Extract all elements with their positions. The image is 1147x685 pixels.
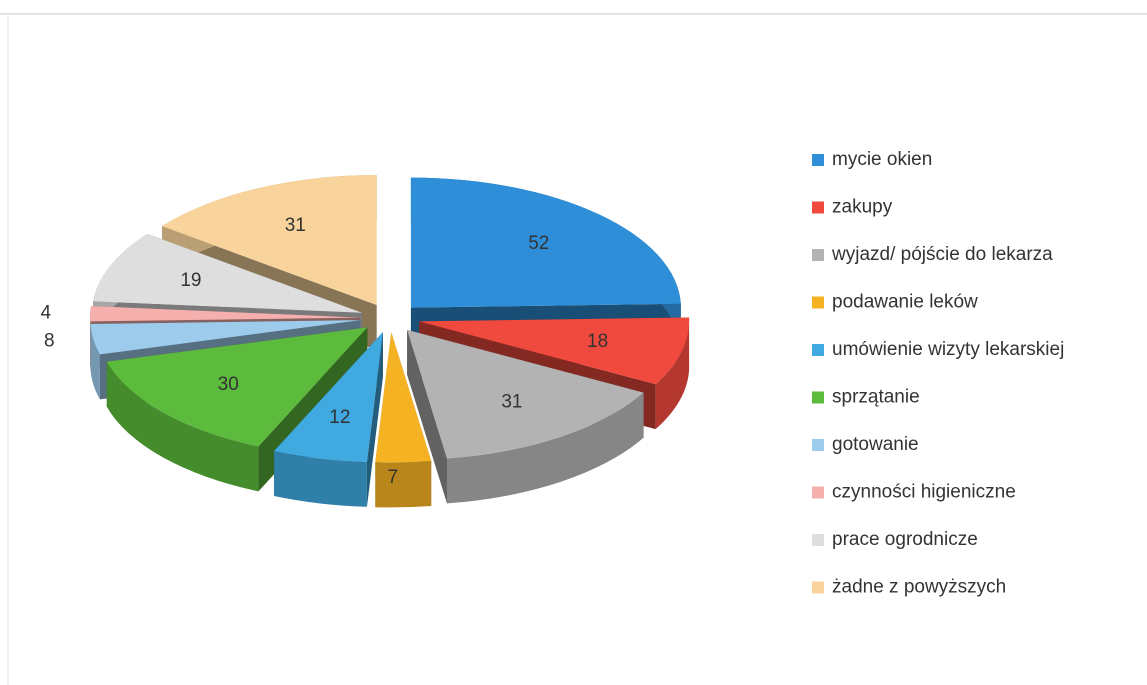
slice xyxy=(162,175,377,306)
data-label: 12 xyxy=(329,407,350,428)
legend-swatch xyxy=(812,391,824,404)
data-label: 19 xyxy=(180,270,201,291)
legend-swatch xyxy=(812,534,824,546)
legend-swatch xyxy=(812,486,824,499)
legend-swatch xyxy=(812,249,824,261)
data-label: 8 xyxy=(44,331,55,352)
slice-wall xyxy=(106,361,259,492)
legend-swatch xyxy=(812,439,824,451)
slice xyxy=(274,332,383,462)
slice xyxy=(410,177,681,308)
slice-side xyxy=(407,329,447,504)
legend-swatch xyxy=(812,344,824,356)
data-label: 52 xyxy=(528,233,549,254)
legend-label: wyjazd/ pójście do lekarza xyxy=(831,244,1053,265)
data-label: 7 xyxy=(387,467,398,488)
data-label: 30 xyxy=(218,374,239,395)
legend-label: podawanie leków xyxy=(832,292,978,313)
legend-label: żadne z powyższych xyxy=(832,577,1006,598)
data-label: 31 xyxy=(285,215,306,236)
legend-swatch xyxy=(812,201,824,214)
slice-wall xyxy=(274,451,367,507)
legend-swatch xyxy=(812,154,824,166)
slice xyxy=(90,306,361,322)
slice xyxy=(93,233,363,313)
pie: 52 18 31 7 12 30 8 4 19 31 xyxy=(40,175,690,508)
slice xyxy=(407,329,644,459)
slice-wall xyxy=(655,317,690,430)
slice xyxy=(375,332,432,463)
legend-swatch xyxy=(812,581,824,594)
data-label: 18 xyxy=(587,331,608,352)
slice-wall xyxy=(446,392,644,504)
slice-wall xyxy=(90,323,100,400)
legend-label: umówienie wizyty lekarskiej xyxy=(832,339,1064,360)
slice xyxy=(419,317,690,385)
legend-label: zakupy xyxy=(832,197,893,218)
legend-label: czynności higieniczne xyxy=(832,482,1016,503)
legend-swatch xyxy=(812,296,824,309)
legend: mycie okien zakupy wyjazd/ pójście do leka… xyxy=(812,149,1064,598)
slice xyxy=(106,327,368,447)
legend-label: sprzątanie xyxy=(832,387,920,408)
legend-label: gotowanie xyxy=(832,434,919,455)
legend-label: prace ogrodnicze xyxy=(832,529,978,550)
data-label: 4 xyxy=(40,302,51,323)
data-label: 31 xyxy=(501,391,522,412)
slice-wall xyxy=(375,461,432,508)
slice xyxy=(90,320,361,355)
legend-label: mycie okien xyxy=(832,149,932,170)
